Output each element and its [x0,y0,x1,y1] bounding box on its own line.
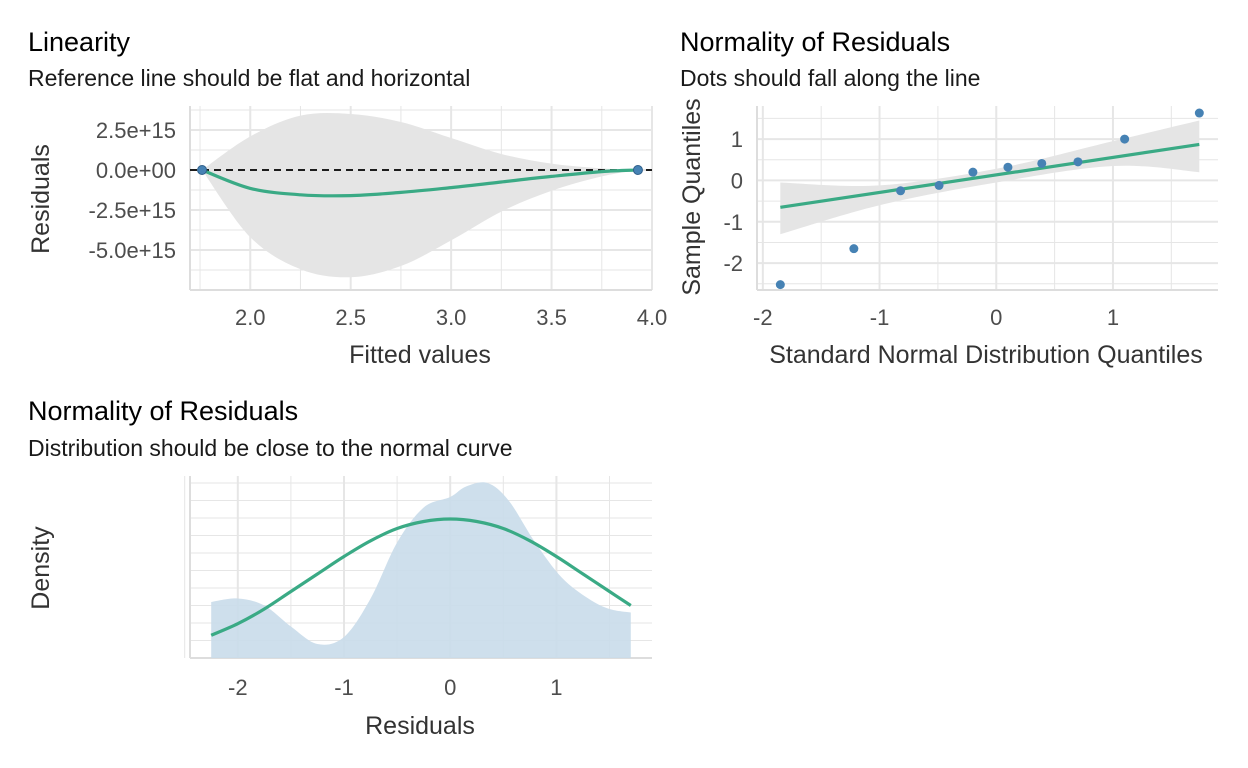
data-point [896,186,906,196]
x-tick-label: 0 [444,675,456,700]
data-point [1194,108,1204,118]
x-tick-label: 4.0 [637,305,668,330]
data-point [1073,157,1083,167]
linearity-x-axis-title: Fitted values [349,341,491,369]
y-tick-label: 0.0e+00 [96,158,176,183]
y-tick-label: -5.0e+15 [89,238,176,263]
data-point [968,167,978,177]
data-point [775,280,785,290]
qq-plot-area: -2 -1 0 1 1 0 -1 -2 [723,106,1218,330]
smooth-line [201,168,638,198]
linearity-plot-area: 2.0 2.5 3.0 3.5 4.0 2.5e+15 0.0e+00 -2.5e+15 -5.… [89,106,668,330]
data-point [632,165,643,175]
data-point [849,244,859,254]
linearity-title: Linearity [28,27,131,57]
x-tick-label: -1 [870,305,890,330]
qq-subtitle: Dots should fall along the line [680,65,980,91]
linearity-panel: Linearity Reference line should be flat … [27,27,667,369]
x-tick-label: 0 [990,305,1002,330]
x-tick-label: 1 [550,675,562,700]
normal-curve [210,517,632,637]
data-point [1037,158,1047,168]
y-tick-label: 1 [731,127,743,152]
fit-line [780,142,1200,209]
data-point [1120,134,1130,144]
qq-y-axis-title: Sample Quantiles [678,98,706,295]
density-y-axis-title: Density [27,526,55,610]
density-title: Normality of Residuals [28,396,298,426]
qq-title: Normality of Residuals [680,27,950,57]
density-area [211,482,631,658]
linearity-y-axis-title: Residuals [27,144,55,254]
x-tick-label: 3.5 [536,305,567,330]
confidence-band [202,112,638,278]
density-panel: Normality of Residuals Distribution shou… [27,396,652,740]
y-tick-label: 2.5e+15 [96,118,176,143]
qq-panel: Normality of Residuals Dots should fall … [678,27,1218,369]
x-tick-label: -2 [753,305,773,330]
qq-x-axis-title: Standard Normal Distribution Quantiles [769,341,1203,369]
data-point [1003,162,1013,172]
data-point [197,165,208,175]
density-x-axis-title: Residuals [365,712,475,740]
x-tick-label: -2 [228,675,248,700]
x-tick-label: 3.0 [436,305,467,330]
density-subtitle: Distribution should be close to the norm… [28,435,513,461]
x-tick-label: 1 [1107,305,1119,330]
data-point [934,180,944,190]
x-tick-label: 2.0 [235,305,266,330]
y-tick-label: -1 [723,210,743,235]
y-tick-label: -2 [723,251,743,276]
y-tick-label: 0 [731,168,743,193]
linearity-subtitle: Reference line should be flat and horizo… [28,65,470,91]
density-plot-area: -2 -1 0 1 [184,476,652,700]
x-tick-label: 2.5 [335,305,366,330]
x-tick-label: -1 [334,675,354,700]
y-tick-label: -2.5e+15 [89,198,176,223]
